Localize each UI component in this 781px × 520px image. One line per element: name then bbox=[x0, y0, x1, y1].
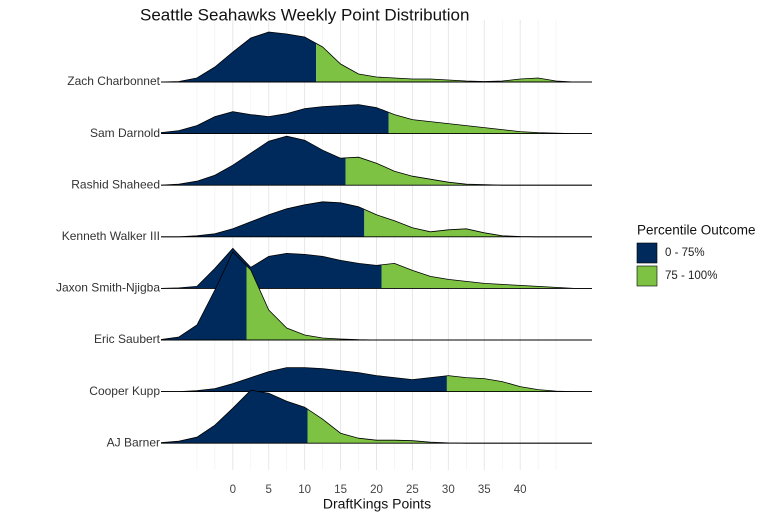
ridge-outline bbox=[160, 247, 592, 289]
category-label: Zach Charbonnet bbox=[67, 74, 160, 88]
category-label: AJ Barner bbox=[107, 435, 160, 449]
x-tick-label: 10 bbox=[298, 484, 311, 496]
ridge-outline bbox=[160, 104, 592, 134]
ridge-area-high bbox=[246, 265, 592, 340]
category-label: Eric Saubert bbox=[94, 332, 161, 346]
category-label: Sam Darnold bbox=[90, 126, 160, 140]
x-tick-label: 5 bbox=[266, 484, 272, 496]
ridge-area-high bbox=[381, 263, 592, 289]
ridge-area-high bbox=[316, 43, 592, 82]
ridge-area-low bbox=[161, 367, 447, 392]
category-label: Jaxon Smith-Njigba bbox=[56, 281, 160, 295]
x-tick-label: 25 bbox=[406, 484, 419, 496]
ridge-area-high bbox=[307, 409, 592, 444]
category-label: Cooper Kupp bbox=[89, 384, 160, 398]
ridge-area-low bbox=[161, 248, 382, 289]
legend-label: 75 - 100% bbox=[665, 270, 717, 282]
ridge-area-high bbox=[446, 375, 592, 392]
x-axis-title: DraftKings Points bbox=[323, 496, 431, 512]
ridge-area-low bbox=[161, 390, 308, 444]
x-tick-label: 40 bbox=[514, 484, 527, 496]
x-tick-label: 35 bbox=[478, 484, 491, 496]
ridge-outline bbox=[160, 31, 592, 83]
legend-swatch bbox=[636, 265, 658, 287]
category-label: Rashid Shaheed bbox=[71, 177, 160, 191]
ridge-outline bbox=[161, 367, 592, 392]
legend-title: Percentile Outcome bbox=[637, 223, 756, 238]
ridge-area-low bbox=[161, 252, 247, 340]
ridge-area-low bbox=[161, 104, 389, 134]
x-tick-label: 20 bbox=[370, 484, 383, 496]
ridge-area-low bbox=[161, 136, 346, 186]
ridge-area-high bbox=[388, 112, 592, 134]
ridges bbox=[160, 31, 592, 444]
legend-swatch bbox=[636, 242, 658, 264]
ridge-area-low bbox=[161, 201, 365, 237]
x-tick-label: 30 bbox=[442, 484, 455, 496]
legend-label: 0 - 75% bbox=[665, 247, 705, 259]
ridge-area-high bbox=[345, 157, 592, 186]
ridge-area-low bbox=[161, 32, 317, 82]
x-tick-label: 0 bbox=[230, 484, 236, 496]
x-tick-label: 15 bbox=[334, 484, 347, 496]
category-label: Kenneth Walker III bbox=[62, 229, 160, 243]
grid bbox=[161, 20, 592, 470]
chart-title: Seattle Seahawks Weekly Point Distributi… bbox=[140, 5, 469, 24]
